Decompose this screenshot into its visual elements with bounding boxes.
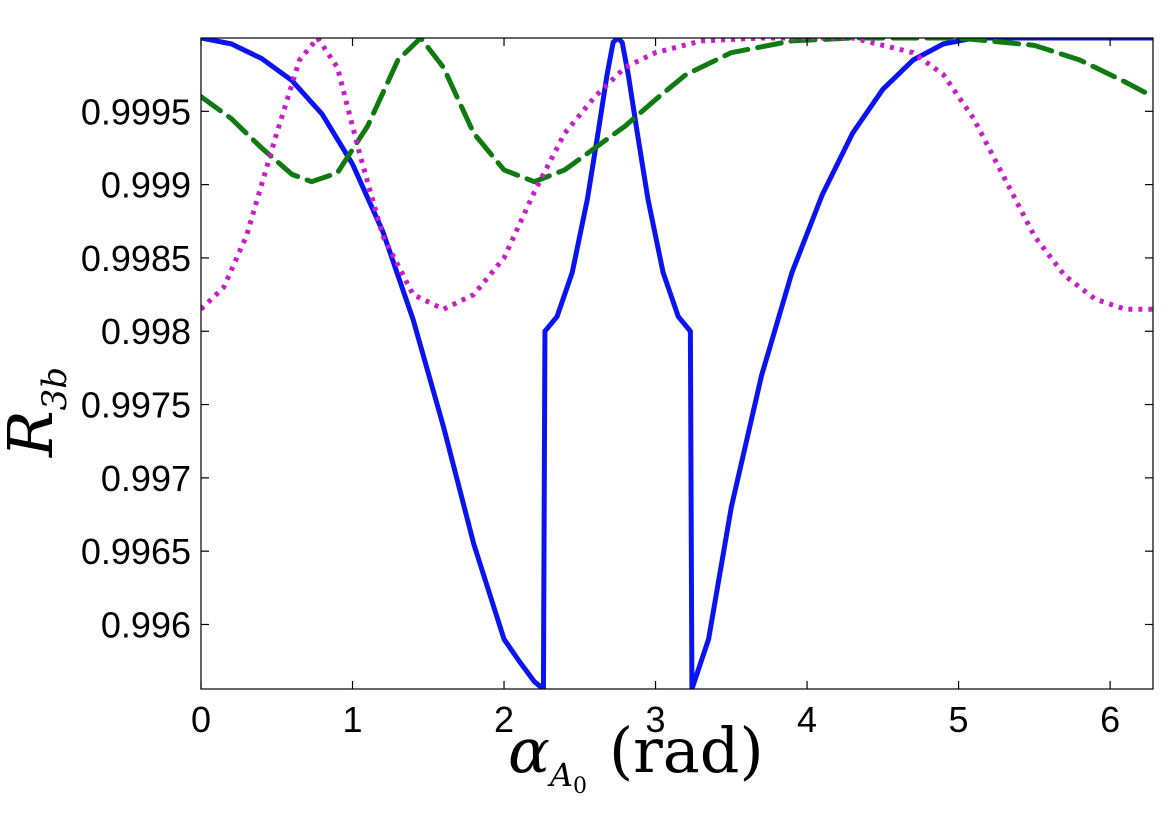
ticks-layer bbox=[200, 38, 1153, 689]
x-tick-label: 0 bbox=[191, 699, 211, 740]
y-axis-symbol: R bbox=[0, 410, 67, 458]
x-tick-label: 2 bbox=[494, 699, 514, 740]
series-line-solid bbox=[201, 38, 1153, 689]
x-axis-label: αA0 (rad) bbox=[508, 714, 764, 799]
x-axis-symbol: α bbox=[508, 714, 550, 787]
x-axis-unit: (rad) bbox=[609, 714, 764, 787]
y-tick-label: 0.996 bbox=[101, 604, 191, 645]
y-tick-label: 0.9965 bbox=[81, 531, 191, 572]
plot-frame bbox=[200, 37, 1154, 690]
y-tick-label: 0.9985 bbox=[81, 238, 191, 279]
y-axis-subscript: 3b bbox=[35, 367, 75, 410]
x-tick-label: 3 bbox=[646, 699, 666, 740]
x-axis-subsubscript: 0 bbox=[573, 774, 587, 799]
x-tick-labels: 0 1 2 3 4 5 6 bbox=[191, 699, 1120, 740]
x-tick-label: 1 bbox=[342, 699, 362, 740]
y-axis-label: R3b bbox=[0, 367, 75, 458]
plot-area bbox=[201, 38, 1153, 689]
y-tick-label: 0.998 bbox=[101, 311, 191, 352]
x-axis-subscript: A bbox=[547, 756, 573, 794]
x-tick-label: 5 bbox=[949, 699, 969, 740]
y-tick-labels: 0.996 0.9965 0.997 0.9975 0.998 0.9985 0.999 0.… bbox=[81, 91, 191, 645]
y-tick-label: 0.9995 bbox=[81, 91, 191, 132]
x-tick-label: 6 bbox=[1100, 699, 1120, 740]
series-line-dashed bbox=[201, 38, 1153, 185]
x-tick-label: 4 bbox=[797, 699, 817, 740]
y-tick-label: 0.9975 bbox=[81, 385, 191, 426]
series-layer bbox=[201, 38, 1153, 689]
y-tick-label: 0.997 bbox=[101, 458, 191, 499]
y-tick-label: 0.999 bbox=[101, 165, 191, 206]
series-line-dotted bbox=[201, 38, 1153, 312]
